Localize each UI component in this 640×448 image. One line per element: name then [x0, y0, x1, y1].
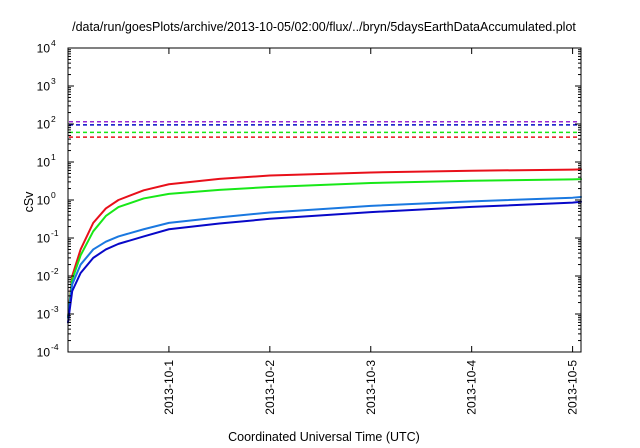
series-0-line [67, 168, 582, 319]
x-tick-label-3: 2013-10-4 [465, 360, 479, 415]
y-tick-label-3: 10 [37, 232, 51, 246]
y-tick-exponent-4: 0 [51, 190, 56, 200]
y-tick-exponent-7: 3 [51, 76, 56, 86]
series-layer [67, 120, 582, 324]
series-2-line [67, 195, 582, 319]
y-tick-label-7: 10 [37, 80, 51, 94]
x-tick-label-4: 2013-10-5 [566, 360, 580, 415]
y-tick-label-1: 10 [37, 308, 51, 322]
y-tick-exponent-5: 1 [51, 152, 56, 162]
y-tick-exponent-8: 4 [51, 38, 56, 48]
y-tick-label-2: 10 [37, 270, 51, 284]
y-axis-label: cSv [22, 191, 36, 213]
y-tick-exponent-1: -3 [51, 304, 59, 314]
y-tick-exponent-3: -1 [51, 228, 59, 238]
x-axis-label: Coordinated Universal Time (UTC) [228, 430, 420, 444]
y-tick-exponent-6: 2 [51, 114, 56, 124]
y-tick-exponent-0: -4 [51, 342, 59, 352]
series-1-line [67, 178, 582, 319]
x-tick-label-0: 2013-10-1 [162, 360, 176, 415]
x-tick-label-1: 2013-10-2 [263, 360, 277, 415]
y-tick-exponent-2: -2 [51, 266, 59, 276]
y-tick-label-5: 10 [37, 156, 51, 170]
series-3-line [67, 200, 582, 324]
x-tick-label-2: 2013-10-3 [364, 360, 378, 415]
y-tick-label-4: 10 [37, 194, 51, 208]
chart-title: /data/run/goesPlots/archive/2013-10-05/0… [72, 20, 576, 34]
y-tick-label-8: 10 [37, 42, 51, 56]
y-tick-label-6: 10 [37, 118, 51, 132]
y-tick-label-0: 10 [37, 346, 51, 360]
